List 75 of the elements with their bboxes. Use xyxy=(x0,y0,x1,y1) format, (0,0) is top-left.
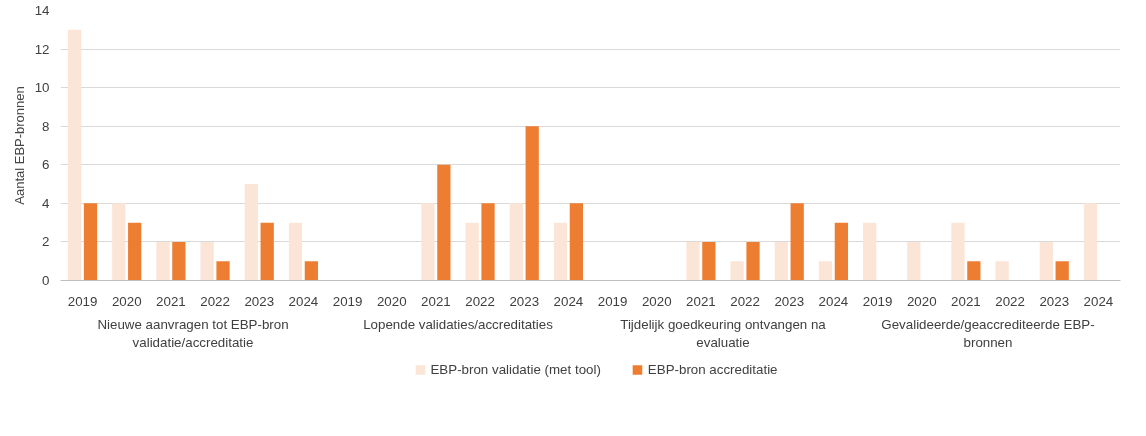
x-tick-label: 2020 xyxy=(906,293,937,309)
bar xyxy=(156,241,170,281)
bar xyxy=(216,261,230,281)
bar xyxy=(569,203,583,281)
bar xyxy=(818,261,833,281)
bar xyxy=(112,203,126,281)
x-tick-label: 2019 xyxy=(862,293,893,309)
x-tick-label: 2024 xyxy=(1083,293,1114,309)
bar xyxy=(509,203,523,281)
bar xyxy=(465,222,479,281)
x-tick-label: 2021 xyxy=(156,293,186,309)
bar xyxy=(995,261,1009,281)
x-tick-label: 2023 xyxy=(509,293,540,309)
bar xyxy=(907,241,921,281)
bar xyxy=(834,222,848,281)
text: Gevalideerde/geaccrediteerde EBP-bronnen xyxy=(881,316,1095,350)
y-tick-label: 2 xyxy=(42,234,50,250)
x-tick-label: 2021 xyxy=(951,293,981,309)
x-tick-label: 2024 xyxy=(818,293,849,309)
text: Lopende validaties/accreditaties xyxy=(363,316,554,332)
x-tick-label: 2020 xyxy=(641,293,672,309)
bar xyxy=(730,261,744,281)
y-tick-label: 6 xyxy=(42,157,50,173)
x-tick-label: 2022 xyxy=(730,293,760,309)
x-tick-label: 2023 xyxy=(1039,293,1070,309)
bar xyxy=(525,126,539,281)
bar xyxy=(172,241,186,281)
y-axis-title: Aantal EBP-bronnen xyxy=(11,86,27,205)
text: Nieuwe aanvragen tot EBP-bron validatie/accreditatie xyxy=(97,316,289,350)
bar xyxy=(863,222,877,281)
x-tick-label: 2022 xyxy=(200,293,230,309)
x-tick-label: 2022 xyxy=(995,293,1025,309)
x-tick-label: 2023 xyxy=(244,293,275,309)
x-tick-label: 2020 xyxy=(376,293,407,309)
x-tick-label: 2020 xyxy=(111,293,142,309)
bar xyxy=(702,241,716,281)
x-tick-label: 2023 xyxy=(774,293,805,309)
bar xyxy=(200,241,214,281)
bar xyxy=(128,222,142,281)
bar xyxy=(790,203,804,281)
text: Tijdelijk goedkeuring ontvangen na evaluatie xyxy=(620,316,827,350)
x-tick-label: 2024 xyxy=(553,293,584,309)
bar xyxy=(1039,241,1053,281)
bar xyxy=(746,241,760,281)
y-tick-label: 14 xyxy=(34,3,51,18)
y-tick-label: 8 xyxy=(42,118,50,134)
x-tick-label: 2024 xyxy=(288,293,319,309)
bar xyxy=(774,241,788,281)
bar xyxy=(1083,203,1098,281)
y-tick-label: 4 xyxy=(42,195,51,211)
y-tick-label: 12 xyxy=(34,41,50,57)
bar xyxy=(260,222,274,281)
bar xyxy=(686,241,700,281)
y-tick-label: 0 xyxy=(42,273,50,288)
bar xyxy=(437,164,451,281)
x-tick-label: 2019 xyxy=(67,293,98,309)
x-tick-label: 2019 xyxy=(332,293,363,309)
bar xyxy=(288,222,303,281)
legend-label: EBP-bron validatie (met tool) xyxy=(430,361,601,377)
x-tick-label: 2021 xyxy=(686,293,716,309)
bar xyxy=(951,222,965,281)
x-tick-label: 2019 xyxy=(597,293,628,309)
bar xyxy=(967,261,981,281)
bar xyxy=(68,29,82,281)
x-tick-label: 2021 xyxy=(421,293,451,309)
bar xyxy=(553,222,568,281)
bar xyxy=(304,261,318,281)
legend-label: EBP-bron accreditatie xyxy=(647,361,778,377)
bar xyxy=(421,203,435,281)
bar xyxy=(83,203,98,281)
bar xyxy=(1055,261,1069,281)
bar xyxy=(244,184,258,281)
bar xyxy=(481,203,495,281)
x-tick-label: 2022 xyxy=(465,293,495,309)
y-tick-label: 10 xyxy=(34,80,50,96)
